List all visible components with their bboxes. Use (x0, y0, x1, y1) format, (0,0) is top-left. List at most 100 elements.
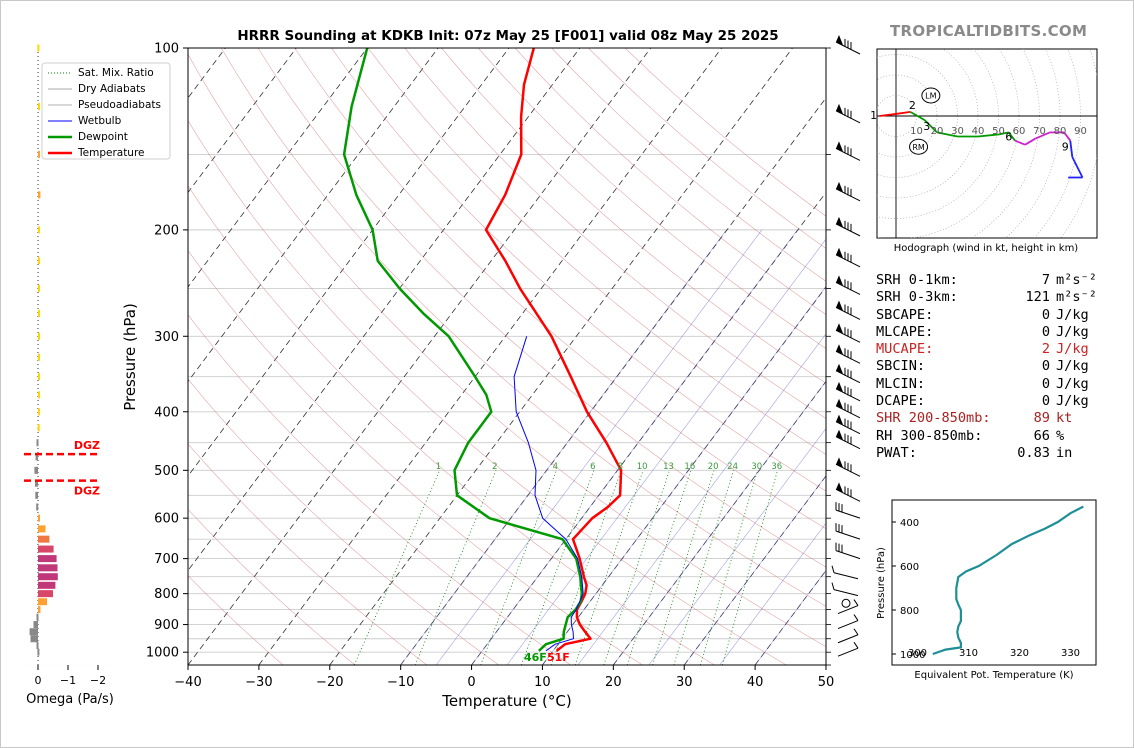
hodograph-segment (1014, 139, 1026, 146)
hodograph-segment (998, 131, 1009, 136)
skewt-profiles (342, 48, 623, 652)
mixing-ratio-label: 10 (637, 462, 648, 472)
moist-adiabat (577, 333, 826, 665)
x-tick-label: −10 (387, 675, 414, 690)
y-tick-label: 200 (154, 223, 179, 238)
wind-barb-pennant (836, 181, 843, 192)
hodograph-segment (1035, 131, 1051, 140)
wind-barb (835, 398, 861, 419)
hodograph-segment (1024, 137, 1036, 146)
wind-barb-shaft (837, 647, 859, 657)
wind-barb (835, 35, 861, 55)
omega-bar (37, 424, 40, 432)
moist-adiabat (471, 229, 798, 665)
wind-barb (835, 542, 861, 560)
wind-barb (835, 482, 861, 502)
mixing-ratio-label: 16 (684, 462, 695, 472)
index-unit: J/kg (1056, 341, 1089, 358)
wind-barb (837, 614, 859, 630)
wind-barb (837, 599, 859, 615)
mixing-ratio-label: 20 (708, 462, 719, 472)
index-unit: J/kg (1056, 375, 1089, 392)
x-tick-label: 0 (467, 675, 475, 690)
y-tick-label: 300 (154, 330, 179, 345)
index-label: MLCAPE: (876, 323, 934, 340)
x-tick-label: 30 (676, 675, 693, 690)
legend-mixing-ratio: Sat. Mix. Ratio (78, 67, 154, 79)
wind-barb (837, 628, 859, 644)
wind-barb-pennant (836, 141, 843, 152)
dry-adiabat (188, 119, 787, 665)
wind-barb-shaft (837, 605, 859, 615)
omega-bar (30, 635, 38, 643)
wind-barb-shaft (837, 620, 859, 630)
skewt-background-lines (188, 48, 826, 665)
wind-barb-flag (853, 641, 859, 649)
hodograph-segment (1073, 160, 1084, 178)
hodograph-ring-label: 60 (1013, 126, 1026, 137)
omega-x-tick-label: −1 (60, 674, 76, 687)
isotherm (258, 48, 722, 665)
wind-barb-pennant (836, 414, 843, 425)
mixing-ratio-line (353, 470, 441, 665)
mixing-ratio-label: 36 (771, 462, 782, 472)
x-tick-label: 40 (747, 675, 764, 690)
wind-barb-pennant (836, 344, 843, 355)
omega-bar (38, 284, 40, 292)
omega-bar (38, 514, 40, 522)
omega-bar (38, 555, 57, 563)
moist-adiabat (506, 238, 826, 665)
omega-bar (36, 503, 39, 511)
hodograph-caption: Hodograph (wind in kt, height in km) (894, 243, 1079, 254)
theta-e-x-label: Equivalent Pot. Temperature (K) (914, 670, 1073, 681)
theta-e-y-tick-label: 400 (900, 518, 919, 529)
hodograph-ring-label: 90 (1074, 126, 1087, 137)
index-unit: J/kg (1056, 306, 1089, 323)
wind-barb-pennant (836, 381, 843, 392)
mixing-ratio-line (699, 470, 758, 665)
index-row: MLCIN: 0 J/kg (876, 376, 1106, 393)
omega-bar (37, 648, 40, 656)
index-value: 89 (1033, 410, 1050, 427)
wind-barb-pennant (836, 398, 843, 409)
omega-bar (29, 628, 38, 636)
dry-adiabat (220, 48, 826, 607)
omega-bar (38, 332, 40, 340)
hodograph-height-label: 1 (870, 109, 877, 122)
isotherm (188, 48, 652, 665)
hodograph-segment (1069, 140, 1074, 158)
dry-adiabat (331, 48, 826, 492)
omega-bar (38, 191, 41, 199)
wind-barb-pennant (836, 429, 843, 440)
dry-adiabat (188, 378, 499, 665)
y-tick-label: 500 (154, 464, 179, 479)
legend: Sat. Mix. Ratio Dry Adiabats Pseudoadiab… (41, 62, 171, 160)
indices-table: SRH 0-1km: 7 m²s⁻² SRH 0-3km: 121 m²s⁻² SBCAPE… (876, 272, 1106, 462)
wind-barb (837, 641, 859, 657)
theta-e-x-tick-label: 300 (908, 648, 927, 659)
theta-e-y-label: Pressure (hPa) (876, 547, 887, 619)
y-tick-label: 900 (154, 618, 179, 633)
mixing-ratio-label: 6 (590, 462, 595, 472)
theta-e-y-tick-label: 600 (900, 562, 919, 573)
omega-bar (34, 466, 38, 474)
theta-e-frame (891, 499, 1097, 666)
hodograph-ring-label: 50 (992, 126, 1005, 137)
mixing-ratio-label: 24 (727, 462, 738, 472)
wind-barb-pennant (836, 275, 843, 286)
index-label: MUCAPE: (876, 341, 934, 358)
hodograph-segment (895, 111, 911, 115)
dry-adiabat (257, 48, 826, 568)
index-value: 0 (1041, 375, 1050, 392)
hodograph-segment (1071, 156, 1076, 162)
index-unit: kt (1056, 410, 1073, 427)
wetbulb-profile (513, 336, 584, 652)
x-tick-label: −30 (245, 675, 272, 690)
wind-barb (835, 247, 861, 268)
moist-adiabat (648, 427, 826, 665)
y-tick-label: 600 (154, 512, 179, 527)
wind-barb (835, 523, 861, 540)
wind-barb (835, 457, 861, 477)
index-label: MLCIN: (876, 375, 926, 392)
hodograph-height-label: 9 (1062, 141, 1069, 154)
